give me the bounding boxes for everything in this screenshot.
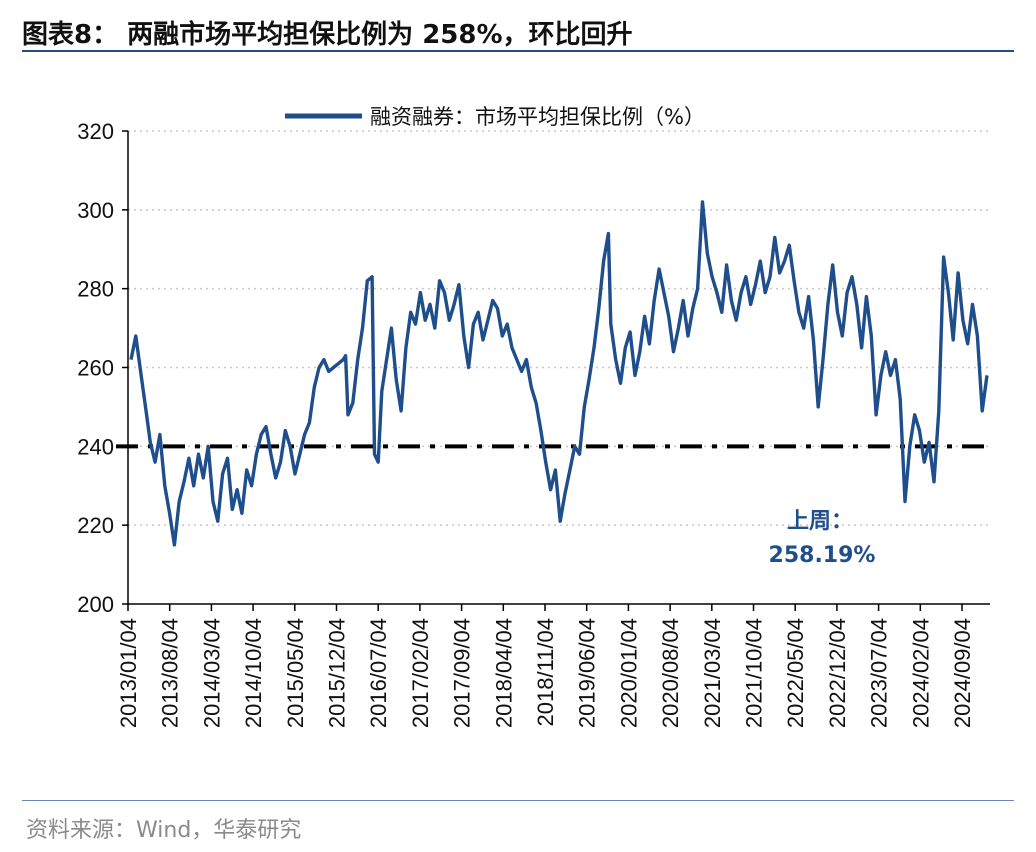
x-tick-label: 2015/05/04	[283, 618, 308, 728]
x-tick-label: 2022/05/04	[783, 618, 808, 728]
x-tick-label: 2015/12/04	[325, 618, 350, 728]
y-tick-label: 220	[77, 513, 114, 538]
x-tick-label: 2020/01/04	[616, 618, 641, 728]
title-rule	[22, 50, 1014, 52]
x-tick-label: 2020/08/04	[658, 618, 683, 728]
x-tick-label: 2013/08/04	[158, 618, 183, 728]
x-tick-label: 2016/07/04	[366, 618, 391, 728]
x-tick-label: 2013/01/04	[116, 618, 141, 728]
y-tick-label: 200	[77, 592, 114, 617]
x-tick-label: 2021/03/04	[700, 618, 725, 728]
legend: 融资融券：市场平均担保比例（%）	[285, 105, 705, 129]
y-tick-label: 320	[77, 119, 114, 144]
x-tick-label: 2014/03/04	[199, 618, 224, 728]
x-tick-label: 2021/10/04	[742, 618, 767, 728]
x-tick-label: 2024/09/04	[950, 618, 975, 728]
x-tick-labels: 2013/01/04 2013/08/04 2014/03/04 2014/10/04…	[116, 604, 975, 728]
x-tick-label: 2024/02/04	[908, 618, 933, 728]
last-week-annotation: 上周： 258.19%	[769, 509, 876, 568]
x-tick-label: 2014/10/04	[241, 618, 266, 728]
line-chart: 200 220 240 260 280 300 320 2013/01/04 2013/08/…	[77, 105, 990, 728]
y-tick-label: 280	[77, 277, 114, 302]
footer-rule	[22, 800, 1014, 801]
series-line-guarantee-ratio	[129, 200, 989, 547]
series-lines	[129, 200, 989, 547]
y-tick-label: 240	[77, 434, 114, 459]
x-tick-label: 2017/02/04	[408, 618, 433, 728]
x-tick-label: 2019/06/04	[575, 618, 600, 728]
x-tick-label: 2023/07/04	[867, 618, 892, 728]
x-tick-label: 2022/12/04	[825, 618, 850, 728]
x-tick-label: 2018/04/04	[491, 618, 516, 728]
y-tick-label: 260	[77, 356, 114, 381]
annotation-label: 上周：	[787, 509, 853, 534]
annotation-value: 258.19%	[769, 543, 876, 568]
y-tick-label: 300	[77, 198, 114, 223]
x-tick-label: 2017/09/04	[450, 618, 475, 728]
x-tick-label: 2018/11/04	[533, 618, 558, 726]
figure-title: 图表8： 两融市场平均担保比例为 258%，环比回升	[22, 20, 633, 50]
source-note: 资料来源：Wind，华泰研究	[26, 818, 302, 843]
legend-label: 融资融券：市场平均担保比例（%）	[370, 105, 705, 129]
y-tick-labels: 200 220 240 260 280 300 320	[77, 119, 128, 617]
